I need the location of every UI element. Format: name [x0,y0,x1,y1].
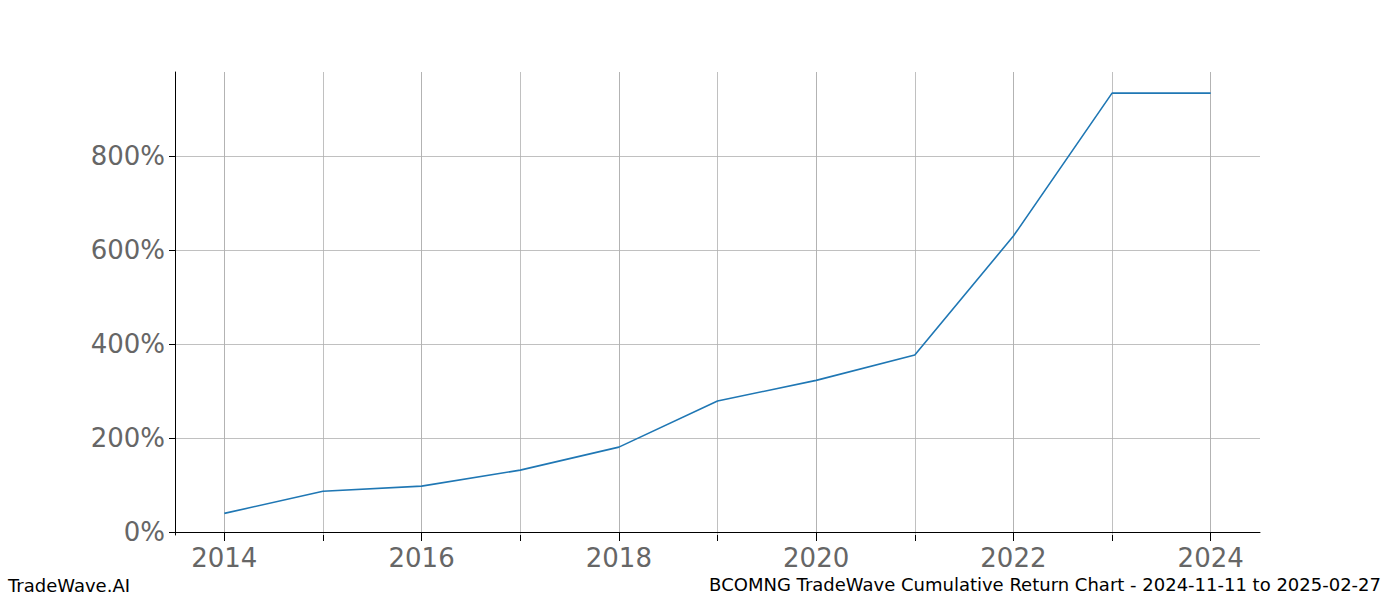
svg-text:TradeWave.AI: TradeWave.AI [7,575,130,596]
svg-text:2018: 2018 [586,543,652,573]
svg-text:2016: 2016 [389,543,455,573]
svg-text:400%: 400% [91,329,165,359]
svg-text:BCOMNG TradeWave Cumulative Re: BCOMNG TradeWave Cumulative Return Chart… [709,574,1381,595]
svg-text:0%: 0% [124,517,165,547]
svg-text:800%: 800% [91,141,165,171]
svg-text:200%: 200% [91,423,165,453]
svg-text:2022: 2022 [980,543,1046,573]
svg-text:2024: 2024 [1178,543,1244,573]
svg-text:2020: 2020 [783,543,849,573]
svg-text:2014: 2014 [191,543,257,573]
svg-text:600%: 600% [91,235,165,265]
